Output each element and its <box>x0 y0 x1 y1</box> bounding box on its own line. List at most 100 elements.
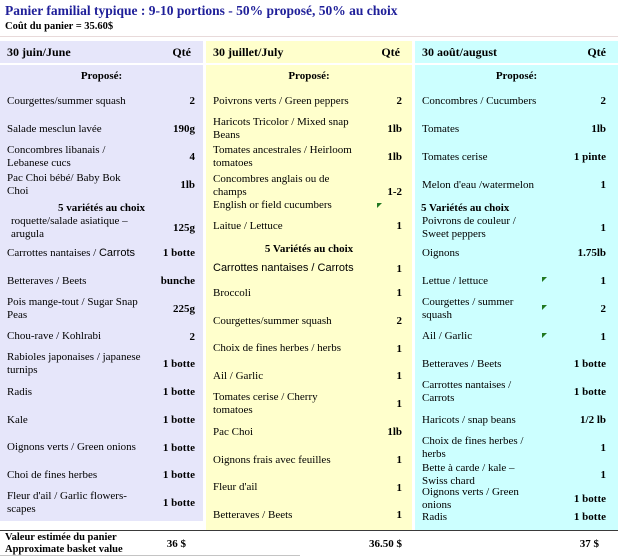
item-name: Pac Choi bébé/ Baby Bok Choi <box>0 172 141 198</box>
column-body: Proposé: Poivrons verts / Green peppers 2 H… <box>206 65 412 530</box>
page-title: Panier familial typique : 9-10 portions … <box>5 3 398 18</box>
item-qty: 1 botte <box>141 414 203 426</box>
item-qty-value: 1 botte <box>162 497 195 509</box>
section-header-label: 5 variétés au choix <box>57 202 146 214</box>
table-row: Broccoli 1 <box>206 279 412 307</box>
item-qty: 1 botte <box>540 493 618 505</box>
item-qty: 1 botte <box>141 386 203 398</box>
section-header-label: Proposé: <box>80 70 123 82</box>
item-name: Carrottes nantaises / Carrots <box>415 379 540 405</box>
item-qty-value: 1-2 <box>387 186 402 198</box>
item-name: Kale <box>0 414 141 427</box>
column-body: Proposé: Concombres / Cucumbers 2 Tomates 1l… <box>415 65 618 530</box>
item-qty: 1lb <box>540 123 618 135</box>
item-qty-value: 1 botte <box>573 511 606 523</box>
item-name: Concombres / Cucumbers <box>415 95 540 108</box>
item-qty-value: 1 <box>396 481 403 494</box>
item-qty: 1 botte <box>540 358 618 370</box>
item-name-serif: Choix de fines herbes / herbs <box>422 434 524 460</box>
table-row: Pac Choi bébé/ Baby Bok Choi 1lb <box>0 171 203 199</box>
section-header-label: Proposé: <box>495 70 538 82</box>
item-name-serif: Haricots / snap beans <box>422 413 516 426</box>
item-qty: 225g <box>141 303 203 315</box>
item-name-serif: Radis <box>7 385 33 398</box>
item-name-serif: Poivrons verts / Green peppers <box>213 94 349 107</box>
item-name: Broccoli <box>206 287 354 300</box>
item-name-serif: Lettue / lettuce <box>422 274 488 287</box>
item-qty: 1 botte <box>540 386 618 398</box>
item-name-serif: Tomates cerise / Cherry tomatoes <box>213 391 318 416</box>
item-name: Betteraves / Beets <box>206 509 354 522</box>
item-qty-value: 1lb <box>387 426 402 438</box>
item-name-serif: Fleur d'ail <box>213 481 258 493</box>
section-header-label: Proposé: <box>288 70 330 82</box>
item-qty-value: 1.75lb <box>577 247 606 259</box>
column-body: Proposé: Courgettes/summer squash 2 Salade … <box>0 65 203 521</box>
month-column-august: 30 août/august Qté Proposé: Concombres / Cu… <box>415 41 618 530</box>
item-qty-value: 1 <box>600 222 607 234</box>
item-name-serif: Pac Choi <box>213 425 254 438</box>
item-name-serif: roquette/salade asiatique – arugula <box>11 215 128 240</box>
item-qty-value: 2 <box>396 315 403 327</box>
item-name: Concombres libanais / Lebanese cucs <box>0 144 141 170</box>
item-name-serif: Oignons verts / Green onions <box>7 441 136 453</box>
item-qty-value: 1 <box>396 509 403 521</box>
item-name-serif: Betteraves / Beets <box>213 508 293 521</box>
table-row: Carrottes nantaises / Carrots 1 botte <box>0 239 203 267</box>
item-name-serif: Betteraves / Beets <box>422 357 502 370</box>
item-name-sans: Carrottes nantaises / Carrots <box>213 262 354 274</box>
item-qty: 1 <box>540 179 618 191</box>
item-name-serif: Carrottes nantaises / Carrots <box>422 379 512 404</box>
item-name-serif: Tomates cerise <box>422 150 488 163</box>
item-name: Courgettes / summer squash <box>415 296 540 322</box>
table-row: Courgettes/summer squash 2 <box>206 307 412 335</box>
item-qty: 1 <box>540 222 618 234</box>
item-qty: 2 <box>540 95 618 107</box>
table-row: Tomates cerise / Cherry tomatoes 1 <box>206 390 412 418</box>
item-name-serif: Kale <box>7 413 28 426</box>
item-name: Oignons <box>415 247 540 260</box>
item-qty: 1lb <box>354 426 412 438</box>
item-name: Tomates ancestrales / Heirloom tomatoes <box>206 144 354 170</box>
table-row: Oignons frais avec feuilles 1 <box>206 446 412 474</box>
table-row: Courgettes/summer squash 2 <box>0 87 203 115</box>
section-header: Proposé: <box>0 65 203 87</box>
item-qty-value: 190g <box>173 123 195 135</box>
horizontal-divider <box>0 36 618 37</box>
item-name: Betteraves / Beets <box>0 275 141 288</box>
item-name: Carrottes nantaises / Carrots <box>206 262 354 275</box>
month-column-july: 30 juillet/July Qté Proposé: Poivrons verts… <box>206 41 412 530</box>
item-qty-value: 2 <box>189 95 196 107</box>
section-header: Proposé: <box>415 65 618 87</box>
table-row: Concombres libanais / Lebanese cucs 4 <box>0 143 203 171</box>
item-qty-value: 4 <box>189 151 196 163</box>
footer-cell-august: 37 $ <box>415 531 618 556</box>
item-qty: 1-2 <box>354 186 412 198</box>
month-label: 30 juin/June <box>7 44 71 59</box>
table-row: Laitue / Lettuce 1 <box>206 213 412 239</box>
table-row: Oignons verts / Green onions 1 botte <box>415 486 618 511</box>
item-qty-value: 1 botte <box>162 414 195 426</box>
item-name: Ail / Garlic <box>415 330 540 343</box>
item-qty: 1 botte <box>141 497 203 509</box>
section-header: 5 variétés au choix <box>0 199 203 217</box>
table-row: Carrottes nantaises / Carrots 1 botte <box>415 378 618 406</box>
item-qty-value: 1 <box>396 454 403 466</box>
item-qty: 1lb <box>354 151 412 163</box>
table-row: Betteraves / Beets 1 <box>206 501 412 529</box>
item-qty-value: 1 <box>396 220 403 232</box>
item-name-serif: Bette à carde / kale – Swiss chard <box>422 462 515 487</box>
item-name: Betteraves / Beets <box>415 358 540 371</box>
item-name: Haricots / snap beans <box>415 414 540 427</box>
table-row: Choix de fines herbes / herbs 1 <box>415 434 618 461</box>
basket-table: 30 juin/June Qté Proposé: Courgettes/summer… <box>0 41 618 530</box>
item-qty-value: 1 <box>600 330 607 343</box>
item-qty-value: 1 <box>396 287 403 299</box>
table-row: Oignons verts / Green onions 1 botte <box>0 434 203 461</box>
basket-value-footer-row: Valeur estimée du panier Approximate bas… <box>0 530 618 556</box>
item-name-serif: Concombres libanais / Lebanese cucs <box>7 144 106 169</box>
month-column-june: 30 juin/June Qté Proposé: Courgettes/summer… <box>0 41 203 521</box>
qty-header-label: Qté <box>172 44 191 59</box>
item-qty: 1lb <box>354 123 412 135</box>
